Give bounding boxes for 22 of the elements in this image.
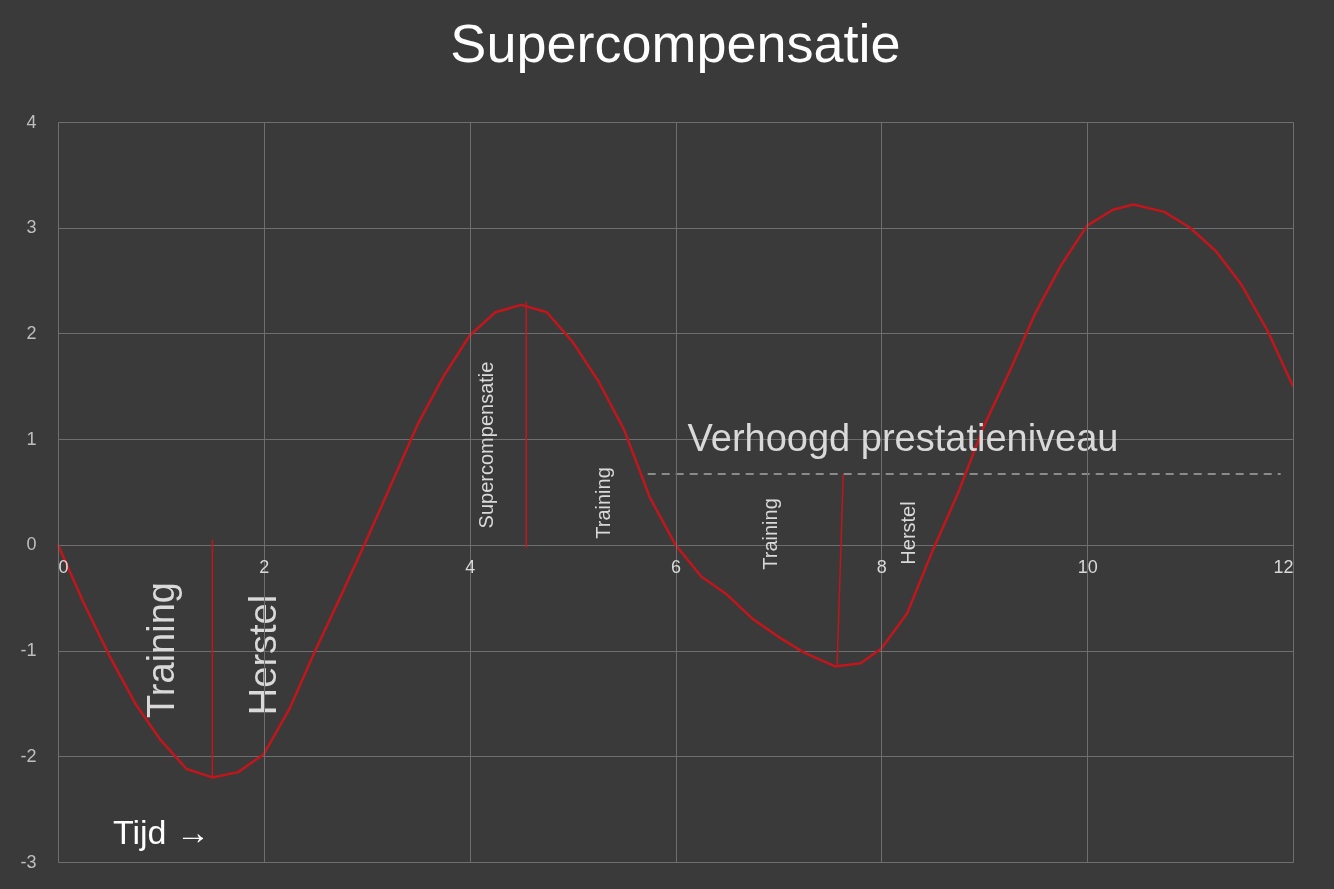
x-tick-label: 2 xyxy=(259,557,270,578)
y-tick-label: 0 xyxy=(26,534,37,555)
x-tick-label: 10 xyxy=(1077,557,1098,578)
x-axis-title: Tijd → xyxy=(113,813,210,851)
y-tick-label: 3 xyxy=(26,217,37,238)
annotation: Training xyxy=(759,498,781,570)
y-tick-label: -2 xyxy=(20,745,37,766)
y-tick-label: 2 xyxy=(26,322,37,343)
x-tick-label: 8 xyxy=(876,557,887,578)
x-tick-label: 12 xyxy=(1273,557,1294,578)
annotation: Training xyxy=(592,467,614,539)
x-tick-label: 0 xyxy=(58,557,69,578)
y-tick-label: 1 xyxy=(26,428,37,449)
x-tick-label: 6 xyxy=(670,557,682,578)
y-tick-label: 4 xyxy=(26,111,37,132)
y-tick-label: -3 xyxy=(20,851,37,872)
x-tick-label: 4 xyxy=(465,557,476,578)
annotation: Training xyxy=(140,582,182,718)
annotation: Supercompensatie xyxy=(475,361,497,529)
chart-title: Supercompensatie xyxy=(450,13,901,73)
annotation: Herstel xyxy=(897,501,919,565)
y-tick-label: -1 xyxy=(20,640,37,661)
